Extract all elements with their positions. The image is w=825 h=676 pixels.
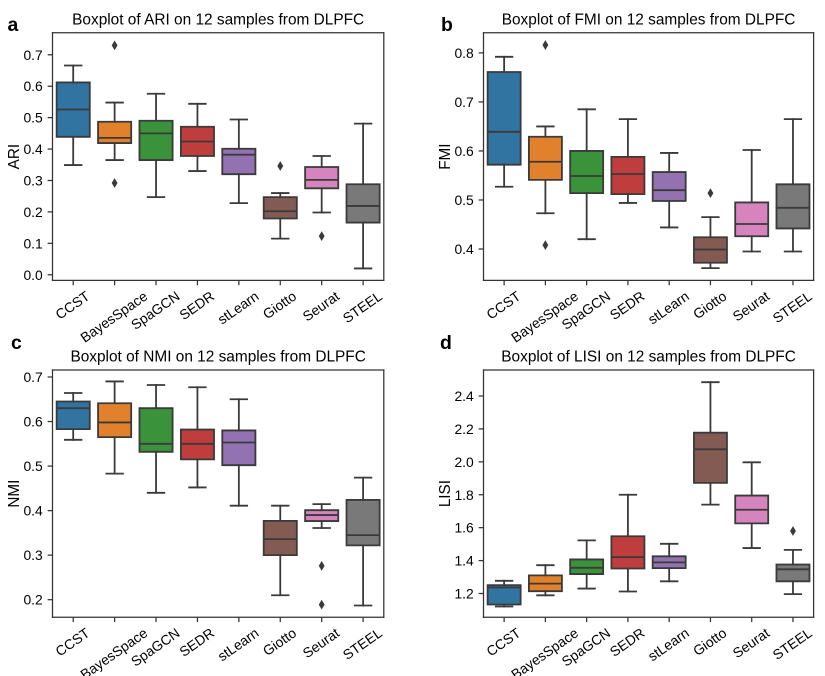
svg-text:1.4: 1.4 [454,553,474,569]
svg-text:FMI: FMI [437,143,454,169]
svg-text:1.6: 1.6 [454,520,474,536]
svg-text:Boxplot of ARI on 12 samples f: Boxplot of ARI on 12 samples from DLPFC [72,11,364,28]
svg-text:c: c [11,332,22,354]
svg-text:d: d [440,332,452,354]
svg-text:LISI: LISI [437,480,454,507]
svg-text:0.0: 0.0 [23,267,43,283]
svg-text:2.2: 2.2 [454,421,474,437]
svg-text:Boxplot of NMI on 12 samples f: Boxplot of NMI on 12 samples from DLPFC [70,349,365,366]
svg-text:0.5: 0.5 [23,110,43,126]
svg-text:0.6: 0.6 [23,414,43,430]
svg-text:0.6: 0.6 [23,78,43,94]
svg-text:a: a [8,14,19,36]
svg-text:0.5: 0.5 [454,192,474,208]
svg-text:1.8: 1.8 [454,487,474,503]
svg-text:b: b [441,14,453,36]
svg-text:Boxplot of LISI on 12 samples: Boxplot of LISI on 12 samples from DLPFC [501,349,796,366]
svg-text:Boxplot of FMI on 12 samples f: Boxplot of FMI on 12 samples from DLPFC [502,11,796,28]
svg-text:0.2: 0.2 [23,592,43,608]
svg-text:2.4: 2.4 [454,388,474,404]
svg-text:0.7: 0.7 [23,47,43,63]
svg-text:0.2: 0.2 [23,204,43,220]
svg-text:0.7: 0.7 [454,94,474,110]
svg-text:0.4: 0.4 [23,503,43,519]
svg-text:0.3: 0.3 [23,173,43,189]
svg-text:0.1: 0.1 [23,235,43,251]
svg-text:0.3: 0.3 [23,547,43,563]
svg-text:0.4: 0.4 [23,141,43,157]
svg-text:0.4: 0.4 [454,241,474,257]
svg-text:0.5: 0.5 [23,458,43,474]
svg-text:2.0: 2.0 [454,454,474,470]
svg-text:0.6: 0.6 [454,143,474,159]
svg-text:1.2: 1.2 [454,586,474,602]
svg-text:ARI: ARI [6,144,23,169]
svg-text:0.8: 0.8 [454,45,474,61]
svg-text:0.7: 0.7 [23,369,43,385]
svg-text:NMI: NMI [6,480,23,508]
